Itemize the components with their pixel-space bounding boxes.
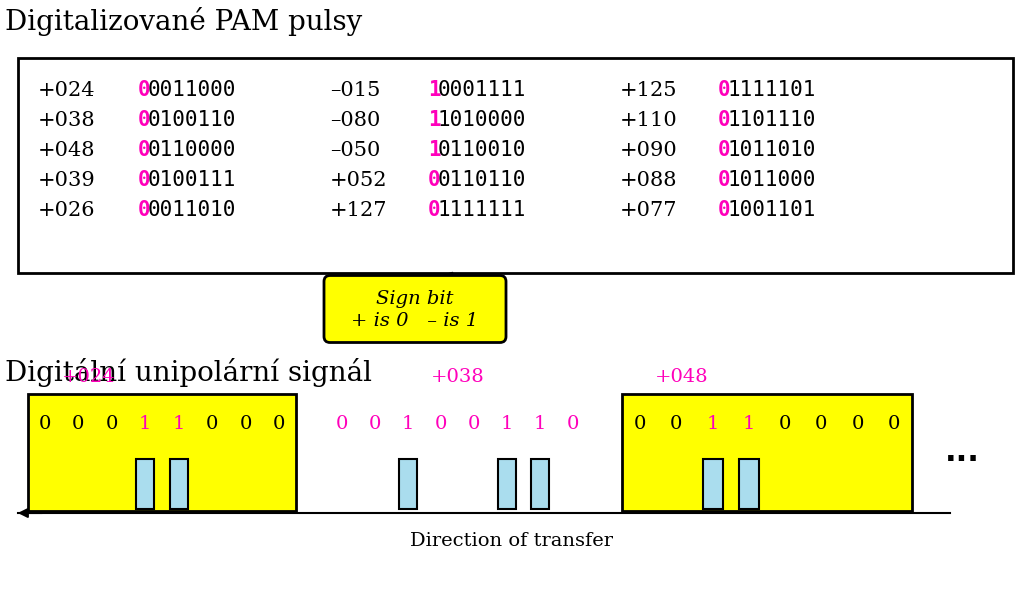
Text: 0100111: 0100111 — [148, 170, 237, 190]
Text: 0: 0 — [670, 415, 683, 433]
Text: 0: 0 — [718, 140, 731, 160]
Bar — [170, 459, 188, 509]
Bar — [739, 459, 759, 509]
Text: 0: 0 — [888, 415, 900, 433]
Text: 0011010: 0011010 — [148, 200, 237, 220]
Text: 0: 0 — [435, 415, 447, 433]
Text: 0: 0 — [567, 415, 580, 433]
Text: 1: 1 — [401, 415, 414, 433]
FancyBboxPatch shape — [324, 276, 506, 342]
Text: +038: +038 — [431, 368, 484, 386]
Polygon shape — [420, 273, 453, 283]
Text: +052: +052 — [330, 170, 387, 190]
Text: Digitální unipolární signál: Digitální unipolární signál — [5, 358, 372, 387]
Text: 0: 0 — [369, 415, 381, 433]
Text: 0: 0 — [468, 415, 480, 433]
Text: 0: 0 — [718, 80, 731, 100]
Text: Sign bit: Sign bit — [376, 290, 454, 308]
Text: 0: 0 — [336, 415, 348, 433]
Text: +088: +088 — [620, 170, 678, 190]
Text: +039: +039 — [38, 170, 96, 190]
Text: –080: –080 — [330, 111, 380, 130]
Text: 0: 0 — [779, 415, 792, 433]
Text: 0: 0 — [138, 200, 151, 220]
Text: 0110000: 0110000 — [148, 140, 237, 160]
Bar — [622, 394, 912, 511]
Text: +125: +125 — [620, 81, 678, 100]
Text: 1: 1 — [535, 415, 547, 433]
Text: +110: +110 — [620, 111, 678, 130]
Text: 0: 0 — [273, 415, 286, 433]
Text: 0: 0 — [240, 415, 252, 433]
Text: 0110010: 0110010 — [438, 140, 526, 160]
Bar — [18, 58, 1013, 273]
Text: 1001101: 1001101 — [728, 200, 816, 220]
Text: 1: 1 — [428, 110, 440, 130]
Bar — [702, 459, 723, 509]
Text: 0: 0 — [105, 415, 118, 433]
Text: 0: 0 — [851, 415, 864, 433]
Bar — [136, 459, 155, 509]
Text: +024: +024 — [38, 81, 95, 100]
Text: 1011000: 1011000 — [728, 170, 816, 190]
Text: 1: 1 — [139, 415, 152, 433]
Text: 0100110: 0100110 — [148, 110, 237, 130]
Text: Digitalizované PAM pulsy: Digitalizované PAM pulsy — [5, 7, 362, 36]
Text: 1: 1 — [742, 415, 755, 433]
Text: +026: +026 — [38, 200, 95, 220]
Text: 0: 0 — [138, 110, 151, 130]
Text: 0: 0 — [718, 110, 731, 130]
Text: +038: +038 — [38, 111, 95, 130]
Text: 0: 0 — [138, 170, 151, 190]
Text: 1: 1 — [173, 415, 185, 433]
Text: 0: 0 — [206, 415, 218, 433]
Text: 1111111: 1111111 — [438, 200, 526, 220]
Text: +048: +048 — [655, 368, 709, 386]
Text: +048: +048 — [38, 141, 95, 160]
Text: +077: +077 — [620, 200, 678, 220]
Text: 1: 1 — [428, 140, 440, 160]
Text: 1010000: 1010000 — [438, 110, 526, 130]
Text: 0001111: 0001111 — [438, 80, 526, 100]
Text: 0: 0 — [138, 80, 151, 100]
Text: 0: 0 — [718, 170, 731, 190]
Text: ...: ... — [944, 438, 979, 467]
Text: +024: +024 — [61, 368, 115, 386]
Text: 1011010: 1011010 — [728, 140, 816, 160]
Text: 0: 0 — [634, 415, 646, 433]
Text: 0: 0 — [718, 200, 731, 220]
Text: +127: +127 — [330, 200, 387, 220]
Text: 0: 0 — [428, 170, 440, 190]
Text: 0: 0 — [39, 415, 51, 433]
Text: 0011000: 0011000 — [148, 80, 237, 100]
Bar — [498, 459, 516, 509]
Bar — [531, 459, 550, 509]
Text: +090: +090 — [620, 141, 678, 160]
Text: 0110110: 0110110 — [438, 170, 526, 190]
Text: Direction of transfer: Direction of transfer — [411, 532, 613, 550]
Text: 1: 1 — [707, 415, 719, 433]
Text: 0: 0 — [428, 200, 440, 220]
Text: 1111101: 1111101 — [728, 80, 816, 100]
Text: + is 0   – is 1: + is 0 – is 1 — [351, 312, 478, 330]
Text: 0: 0 — [72, 415, 84, 433]
Text: –015: –015 — [330, 81, 380, 100]
Text: 1: 1 — [428, 80, 440, 100]
Text: 1: 1 — [501, 415, 513, 433]
Text: –050: –050 — [330, 141, 380, 160]
Bar — [28, 394, 296, 511]
Text: 0: 0 — [815, 415, 827, 433]
Text: 0: 0 — [138, 140, 151, 160]
Bar — [398, 459, 417, 509]
Text: 1101110: 1101110 — [728, 110, 816, 130]
